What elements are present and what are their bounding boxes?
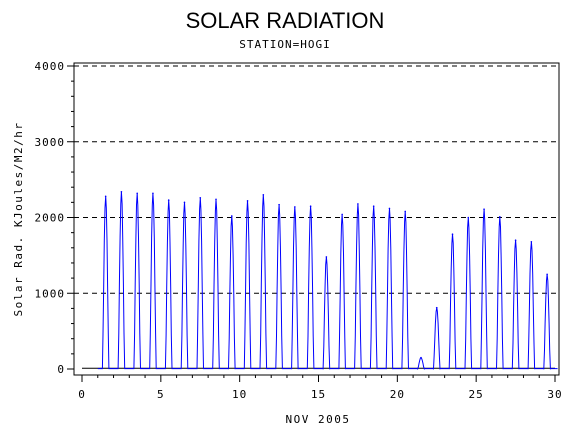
x-tick-label: 30 <box>547 388 562 401</box>
peak-point-14 <box>309 205 312 207</box>
peak-point-15 <box>325 256 328 258</box>
y-axis-label: Solar Rad. KJoules/M2/hr <box>12 122 25 317</box>
x-tick-label: 5 <box>157 388 165 401</box>
y-axis: 0 1000 2000 3000 4000 <box>35 60 74 376</box>
peak-point-6 <box>183 201 186 204</box>
y-tick-label: 0 <box>57 363 65 376</box>
x-tick-label: 20 <box>390 388 405 401</box>
x-tick-label: 15 <box>311 388 326 401</box>
peak-point-1 <box>104 195 107 198</box>
peak-point-29 <box>546 273 548 276</box>
peak-point-28 <box>530 240 533 243</box>
peak-point-25 <box>483 208 485 210</box>
data-series <box>82 190 558 370</box>
x-axis-label: NOV 2005 <box>286 413 351 426</box>
peak-point-18 <box>372 205 375 207</box>
peak-point-19 <box>388 207 391 210</box>
peak-point-17 <box>357 203 359 205</box>
chart-subtitle: STATION=HOGI <box>239 38 330 51</box>
peak-point-13 <box>294 206 296 208</box>
peak-point-10 <box>246 200 249 202</box>
y-tick-label: 3000 <box>35 136 66 149</box>
x-tick-label: 0 <box>78 388 86 401</box>
chart-title: SOLAR RADIATION <box>186 8 385 33</box>
peak-point-27 <box>514 239 517 242</box>
peak-point-7 <box>199 197 202 199</box>
gridlines <box>74 65 559 294</box>
peak-point-26 <box>499 215 501 218</box>
peak-point-24 <box>467 216 470 219</box>
peak-point-22 <box>435 306 438 309</box>
peak-point-9 <box>230 215 233 217</box>
peak-point-23 <box>451 233 454 235</box>
peak-point-3 <box>136 192 138 195</box>
peak-point-21 <box>420 356 422 359</box>
y-tick-label: 1000 <box>35 287 66 300</box>
y-tick-label: 2000 <box>35 212 66 225</box>
peak-point-11 <box>262 193 265 196</box>
peak-point-16 <box>341 213 343 216</box>
x-tick-label: 10 <box>232 388 247 401</box>
plot-frame <box>73 62 560 376</box>
x-tick-label: 25 <box>469 388 484 401</box>
peak-point-2 <box>120 190 123 193</box>
peak-point-4 <box>152 192 154 195</box>
peak-point-8 <box>215 198 217 201</box>
y-tick-label: 4000 <box>35 60 66 73</box>
peak-point-20 <box>404 210 407 213</box>
peak-point-5 <box>167 199 170 201</box>
solar-radiation-series-line <box>97 191 558 370</box>
peak-point-12 <box>278 203 280 206</box>
x-axis: 0 5 10 15 20 25 30 <box>78 375 562 401</box>
